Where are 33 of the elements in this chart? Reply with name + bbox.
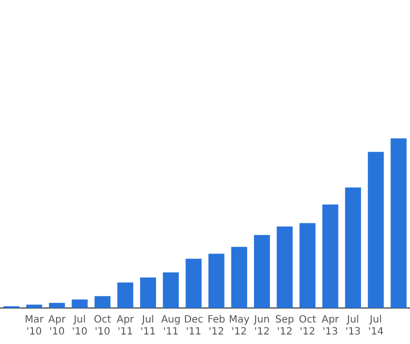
bar [322,204,338,308]
bar [300,223,316,308]
bar [208,254,224,308]
x-tick-label: Jul '14 [368,314,384,338]
x-tick-label: Apr '11 [116,314,135,338]
x-tick-label: Jun '12 [253,314,270,338]
bar [231,246,248,308]
x-tick-label: Sep '12 [275,314,294,338]
x-tick-label: Mar '10 [24,314,44,338]
bar [345,188,362,308]
bar [140,277,156,308]
bar [390,138,407,308]
x-tick-label: Aug '11 [161,314,181,338]
bar [186,258,202,308]
bar [72,300,88,308]
x-tick-label: May '12 [228,314,250,338]
bar [368,152,384,308]
bar [26,304,42,308]
x-tick-label: Apr '10 [48,314,66,338]
x-tick-label: Jul '11 [140,314,156,338]
bar [276,226,293,308]
x-tick-label: Oct '12 [298,314,316,338]
x-tick-label: Dec '11 [184,314,204,338]
x-tick-label: Apr '13 [322,314,340,338]
x-tick-label: Feb '12 [208,314,226,338]
x-tick-label: Oct '10 [94,314,112,338]
bar [162,272,179,308]
bar [48,302,65,308]
x-tick-label: Jul '13 [345,314,361,338]
bar [94,296,110,308]
x-tick-label: Jul '10 [72,314,88,338]
bar [254,235,270,308]
bar [117,282,134,308]
